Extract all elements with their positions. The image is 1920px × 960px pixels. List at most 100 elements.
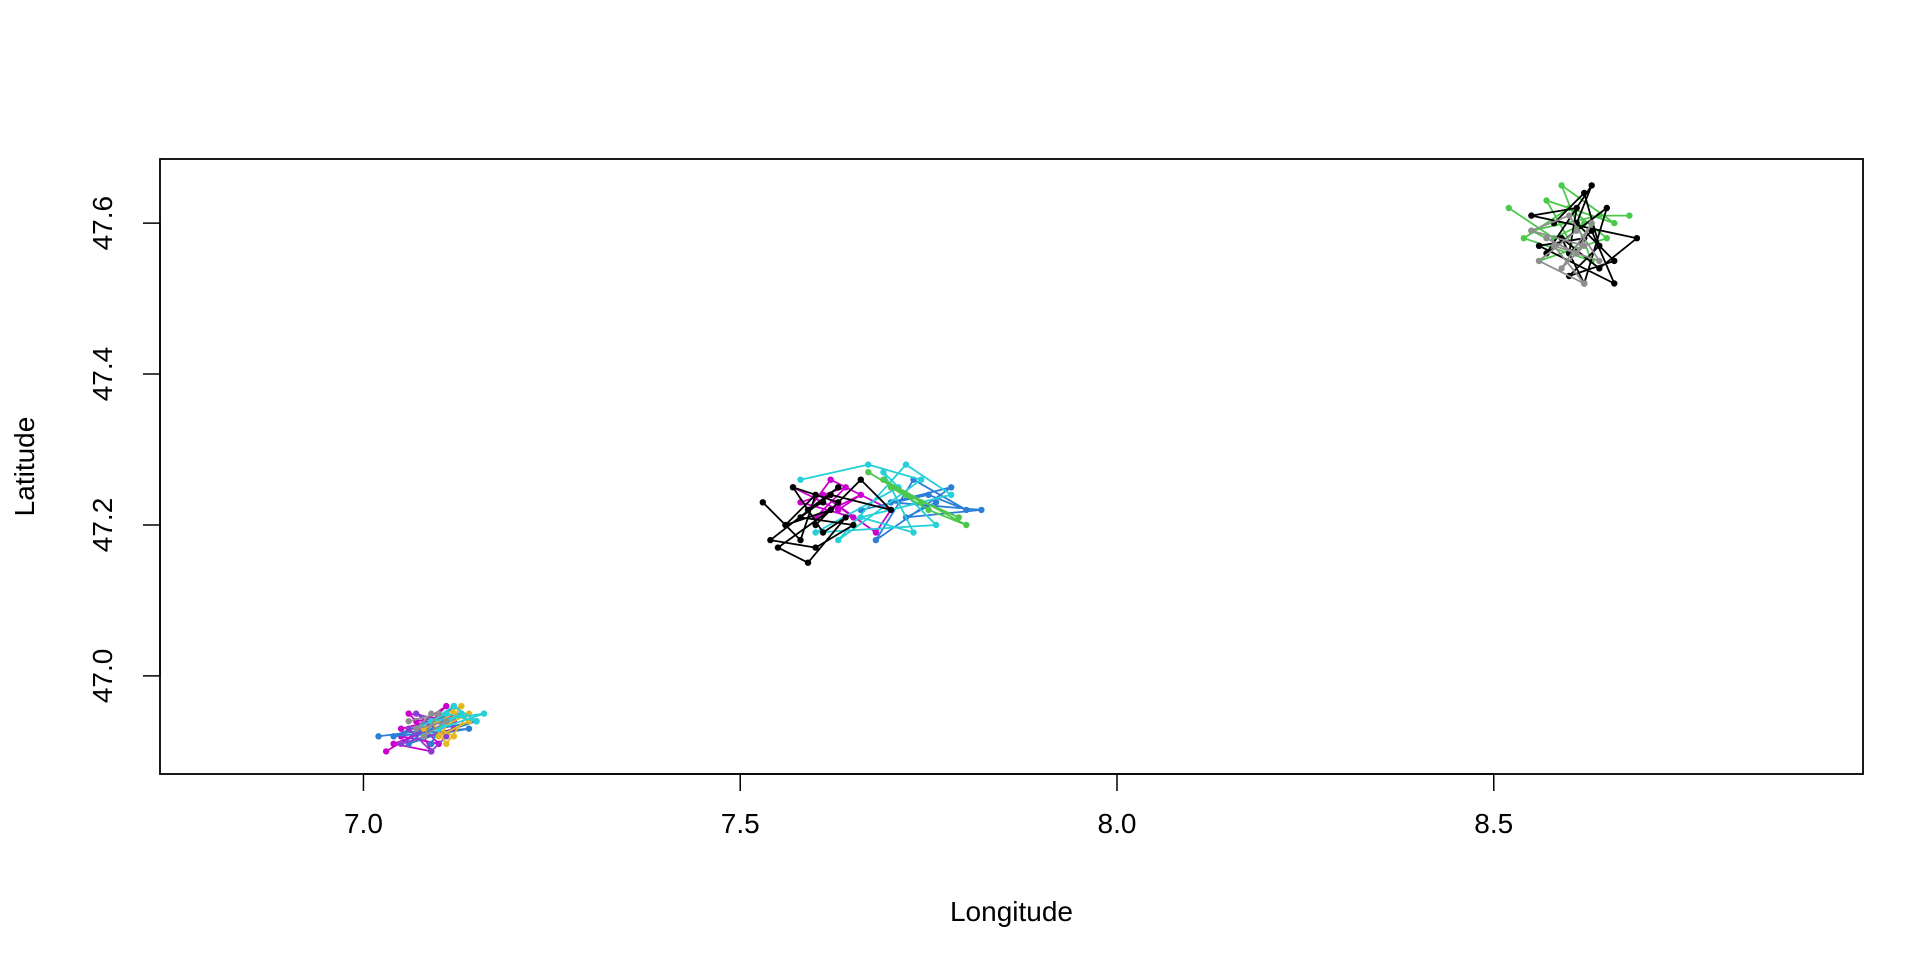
data-point [1535, 242, 1543, 249]
data-point [1581, 242, 1588, 249]
data-point [428, 710, 435, 717]
data-point [1611, 280, 1618, 287]
series-line [1530, 214, 1601, 285]
data-point [428, 740, 435, 747]
data-point [1573, 204, 1580, 212]
data-point [1550, 242, 1558, 249]
y-tick-label: 47.0 [87, 649, 118, 704]
y-axis-label: Latitude [9, 417, 40, 517]
data-point [910, 529, 917, 536]
data-point [450, 733, 458, 740]
data-point [473, 718, 480, 725]
data-point [759, 499, 766, 506]
x-axis-label: Longitude [950, 896, 1073, 927]
data-point [917, 499, 925, 506]
data-point [397, 740, 405, 747]
data-point [1528, 212, 1535, 219]
data-point [955, 514, 962, 521]
data-point [1520, 235, 1528, 242]
data-point [887, 506, 895, 514]
data-point [812, 521, 819, 529]
data-point [1528, 227, 1535, 234]
data-point [880, 476, 887, 483]
data-point [963, 521, 970, 529]
data-point [1596, 257, 1603, 265]
data-point [420, 733, 427, 740]
data-point [375, 733, 382, 740]
data-point [413, 710, 420, 717]
data-point [1535, 257, 1543, 265]
series-line [867, 471, 968, 526]
data-point [932, 499, 940, 506]
series-14 [1528, 212, 1603, 287]
data-point [835, 499, 842, 506]
data-point [932, 521, 940, 529]
plot-frame [159, 158, 1864, 775]
data-point [405, 718, 412, 725]
x-axis: 7.0 7.5 8.0 8.5 [344, 773, 1513, 839]
data-point [1596, 265, 1603, 272]
data-point [1633, 235, 1641, 242]
data-point [443, 733, 450, 740]
data-point [1611, 257, 1618, 265]
data-point [827, 476, 834, 483]
data-point [1573, 250, 1580, 257]
data-point [857, 476, 864, 483]
data-point [428, 748, 435, 755]
data-point [797, 536, 804, 544]
data-point [850, 514, 857, 521]
data-point [797, 514, 804, 521]
series-10 [865, 469, 970, 529]
data-point [819, 499, 827, 506]
data-point [797, 476, 804, 483]
data-point [405, 725, 412, 732]
data-point [804, 506, 812, 514]
data-point [390, 740, 397, 747]
data-point [382, 748, 390, 755]
data-point [1558, 265, 1565, 272]
data-point [887, 484, 895, 491]
data-point [925, 491, 932, 498]
data-point [443, 710, 450, 717]
data-point [443, 740, 450, 747]
data-point [1603, 235, 1611, 242]
data-point [1611, 219, 1618, 227]
data-point [443, 702, 450, 710]
data-point [1581, 189, 1588, 197]
data-point [1543, 197, 1550, 204]
data-point [1565, 212, 1573, 219]
data-point [1543, 250, 1550, 257]
data-point [812, 544, 819, 551]
data-point [1543, 235, 1550, 242]
data-point [819, 529, 827, 536]
y-axis: 47.0 47.2 47.4 47.6 [87, 196, 161, 704]
series-11 [759, 476, 895, 566]
data-point [850, 521, 857, 529]
data-point [835, 536, 842, 544]
data-point [390, 733, 397, 740]
data-point [872, 536, 880, 544]
plot-marks [375, 182, 1641, 755]
data-point [804, 559, 812, 566]
data-point [865, 469, 872, 476]
y-tick-label: 47.2 [87, 498, 118, 553]
data-point [978, 506, 985, 514]
data-point [812, 491, 819, 498]
data-point [872, 529, 880, 536]
data-point [450, 702, 458, 710]
data-point [458, 702, 465, 710]
data-point [1626, 212, 1633, 219]
y-tick-label: 47.4 [87, 347, 118, 402]
data-point [880, 469, 887, 476]
data-point [767, 536, 774, 544]
y-tick-label: 47.6 [87, 196, 118, 251]
data-point [782, 521, 789, 529]
data-point [812, 529, 819, 536]
data-point [948, 491, 955, 498]
data-point [1588, 219, 1595, 227]
data-point [925, 506, 932, 514]
x-tick-label: 7.0 [344, 808, 383, 839]
data-point [917, 476, 925, 483]
data-point [857, 491, 864, 498]
data-point [1573, 227, 1580, 234]
